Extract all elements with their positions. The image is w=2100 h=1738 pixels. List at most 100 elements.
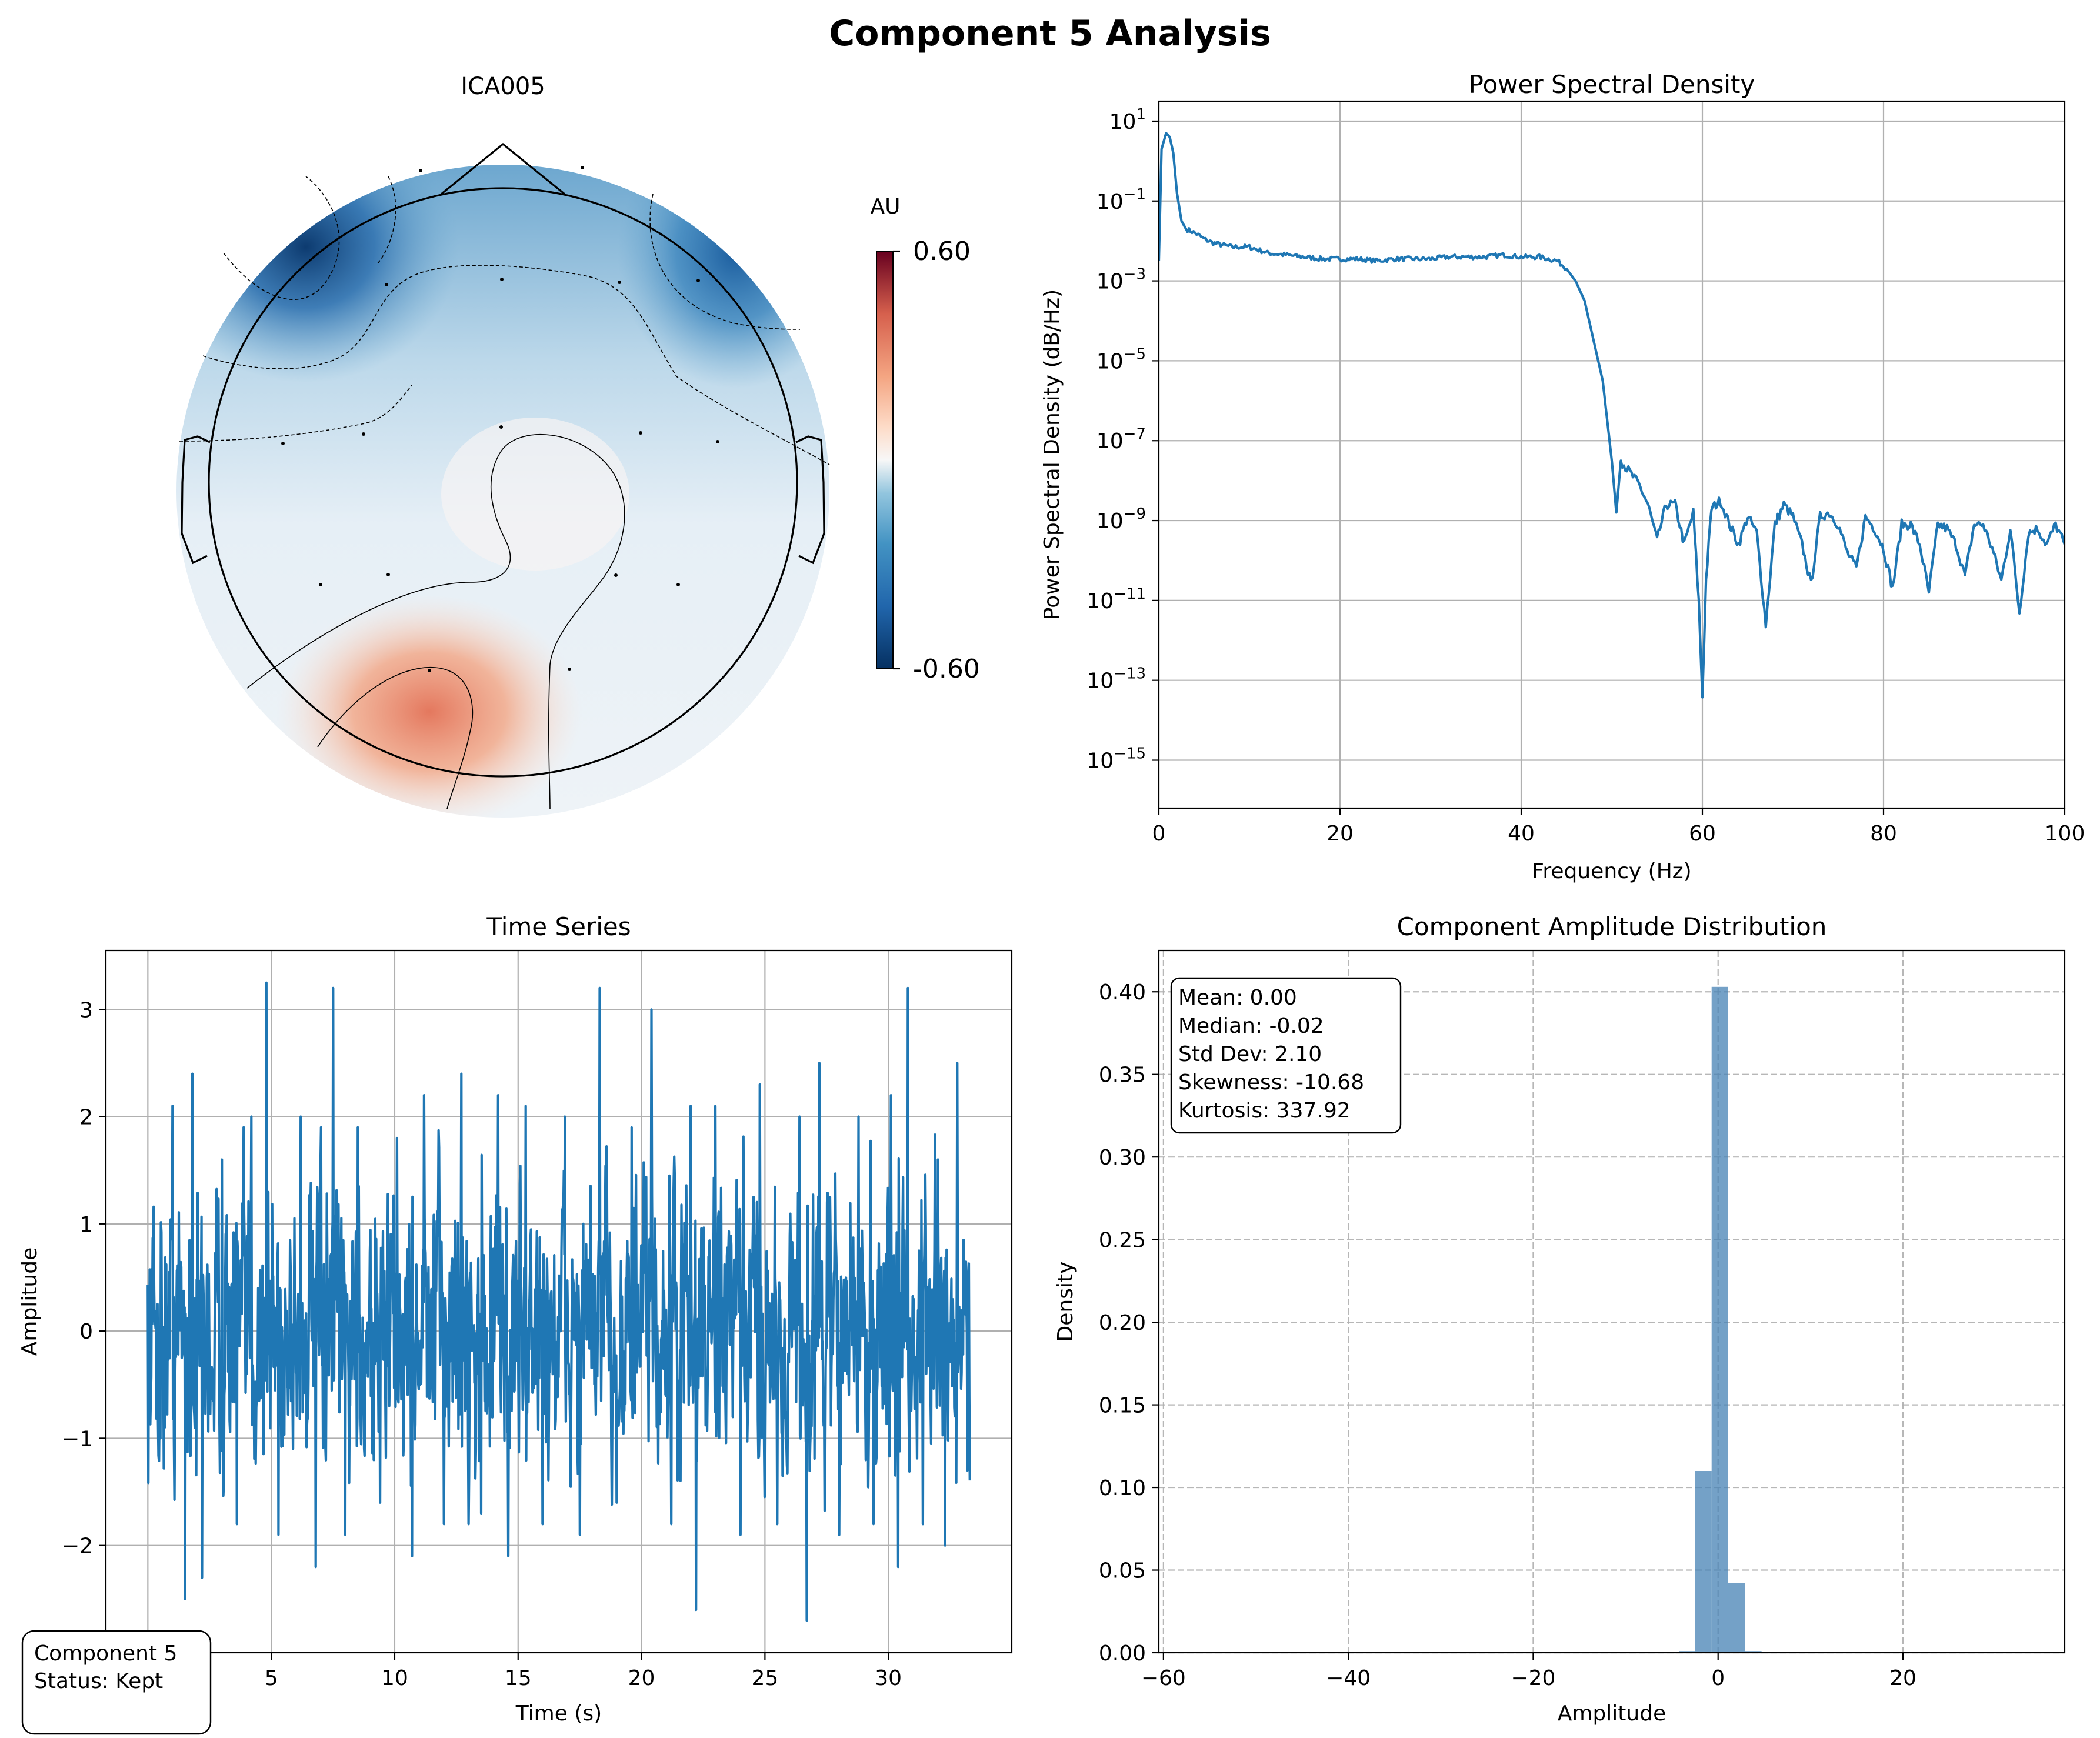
psd-y-tick-label: 10−9 [1096,505,1146,533]
timeseries-y-axis-label: Amplitude [18,1247,42,1356]
histogram-bar [1728,1583,1745,1653]
psd-x-tick-label: 100 [2045,822,2085,846]
histogram-y-tick-label: 0.00 [1099,1642,1146,1666]
timeseries-y-tick-label: 3 [79,998,93,1022]
psd-x-tick-label: 40 [1508,822,1535,846]
colorbar-label: AU [871,195,901,219]
histogram-bar [1745,1651,1762,1653]
histogram-panel: Component Amplitude Distribution −60 −40−… [1054,912,2066,1726]
psd-x-tick-label: 60 [1689,822,1716,846]
psd-x-tick-label: 80 [1870,822,1897,846]
histogram-y-tick-label: 0.05 [1099,1559,1146,1583]
timeseries-x-tick-label: 5 [265,1666,278,1690]
timeseries-y-tick-label: 1 [79,1213,93,1237]
psd-x-tick-label: 0 [1152,822,1166,846]
histogram-title: Component Amplitude Distribution [1397,912,1827,941]
nose-outline [440,142,566,195]
contour-line [179,385,412,442]
stats-box: Mean: 0.00 Median: -0.02 Std Dev: 2.10 S… [1170,977,1402,1134]
timeseries-x-tick-label: 15 [505,1666,532,1690]
psd-x-axis-label: Frequency (Hz) [1532,859,1691,883]
contour-line [246,452,511,689]
status-box: Component 5 Status: Kept [21,1630,212,1735]
stats-kurtosis: Kurtosis: 337.92 [1178,1099,1351,1123]
timeseries-axes-frame [105,949,1013,1654]
stats-skewness: Skewness: -10.68 [1178,1070,1364,1095]
colorbar-max-label: 0.60 [913,236,971,266]
histogram-x-tick-label: 0 [1711,1666,1725,1690]
psd-y-tick-label: 10−13 [1086,665,1146,693]
histogram-axes-frame [1158,949,2066,1654]
psd-y-tick-label: 10−3 [1096,266,1146,294]
psd-panel: Power Spectral Density 0 20 40 60 80 100 1011… [1040,70,2085,883]
contour-line [317,666,474,809]
histogram-y-tick-label: 0.35 [1099,1063,1146,1087]
timeseries-title: Time Series [486,912,631,941]
contour-line [223,176,340,300]
psd-x-ticks: 0 20 40 60 80 100 [1152,808,2085,846]
histogram-y-tick-label: 0.30 [1099,1146,1146,1170]
histogram-y-axis-label: Density [1054,1262,1078,1342]
stats-std: Std Dev: 2.10 [1178,1042,1322,1066]
histogram-x-tick-label: −60 [1141,1666,1186,1690]
head-outline [208,187,798,778]
histogram-bar [1711,986,1728,1653]
status-kept-label: Status: Kept [34,1669,163,1693]
psd-y-tick-label: 101 [1109,106,1146,134]
psd-axes-frame [1158,100,2066,809]
timeseries-y-tick-label: 0 [79,1320,93,1344]
histogram-y-tick-label: 0.40 [1099,980,1146,1005]
psd-y-tick-label: 10−15 [1086,745,1146,773]
colorbar-min-label: -0.60 [913,654,980,684]
psd-y-tick-label: 10−11 [1086,585,1146,613]
histogram-bar [1695,1471,1712,1653]
psd-y-ticks: 101 10−1 10−3 10−5 10−7 10−9 10−11 10−13 10−15 [1086,106,1159,773]
psd-y-tick-label: 10−7 [1096,425,1146,453]
status-component-label: Component 5 [34,1642,177,1666]
left-ear-outline [181,435,211,565]
timeseries-y-tick-label: −1 [62,1427,93,1451]
stats-median: Median: -0.02 [1178,1014,1324,1038]
histogram-y-tick-label: 0.20 [1099,1311,1146,1335]
histogram-y-tick-label: 0.25 [1099,1229,1146,1253]
contour-line [376,176,396,265]
contour-line [649,194,801,330]
psd-x-tick-label: 20 [1326,822,1354,846]
histogram-x-ticks: −60 −40 −20 0 20 [1141,1653,1916,1690]
colorbar [876,251,894,669]
histogram-bars [1679,986,1762,1653]
histogram-y-ticks: 0.40 0.35 0.30 0.25 0.20 0.15 0.10 0.05 0.00 [1099,980,1159,1666]
topomap-field [176,165,829,818]
histogram-x-tick-label: −20 [1511,1666,1555,1690]
timeseries-x-ticks: 5 10 15 20 25 30 [147,1653,902,1690]
stats-mean: Mean: 0.00 [1178,986,1297,1010]
timeseries-x-tick-label: 25 [751,1666,778,1690]
timeseries-y-tick-label: 2 [79,1106,93,1130]
contour-line [499,434,625,809]
contour-line [202,265,830,465]
timeseries-series-line [146,981,971,1622]
right-ear-outline [795,435,825,565]
topomap-title: ICA005 [461,73,545,100]
timeseries-x-tick-label: 30 [875,1666,902,1690]
topomap-panel: ICA005 [176,73,980,818]
timeseries-y-tick-label: −2 [62,1534,93,1559]
psd-y-tick-label: 10−1 [1096,186,1146,214]
histogram-bar [1679,1651,1695,1653]
histogram-x-tick-label: −40 [1326,1666,1371,1690]
figure-title: Component 5 Analysis [829,13,1271,54]
timeseries-x-tick-label: 10 [381,1666,408,1690]
histogram-y-tick-label: 0.10 [1099,1476,1146,1500]
histogram-x-tick-label: 20 [1889,1666,1916,1690]
sensor-markers [281,166,719,672]
timeseries-x-axis-label: Time (s) [515,1702,602,1726]
histogram-y-tick-label: 0.15 [1099,1394,1146,1418]
histogram-x-axis-label: Amplitude [1558,1702,1666,1726]
psd-title: Power Spectral Density [1469,70,1755,99]
psd-series-line [1159,132,2065,699]
psd-y-tick-label: 10−5 [1096,345,1146,373]
psd-y-axis-label: Power Spectral Density (dB/Hz) [1040,289,1064,620]
timeseries-x-tick-label: 20 [628,1666,655,1690]
